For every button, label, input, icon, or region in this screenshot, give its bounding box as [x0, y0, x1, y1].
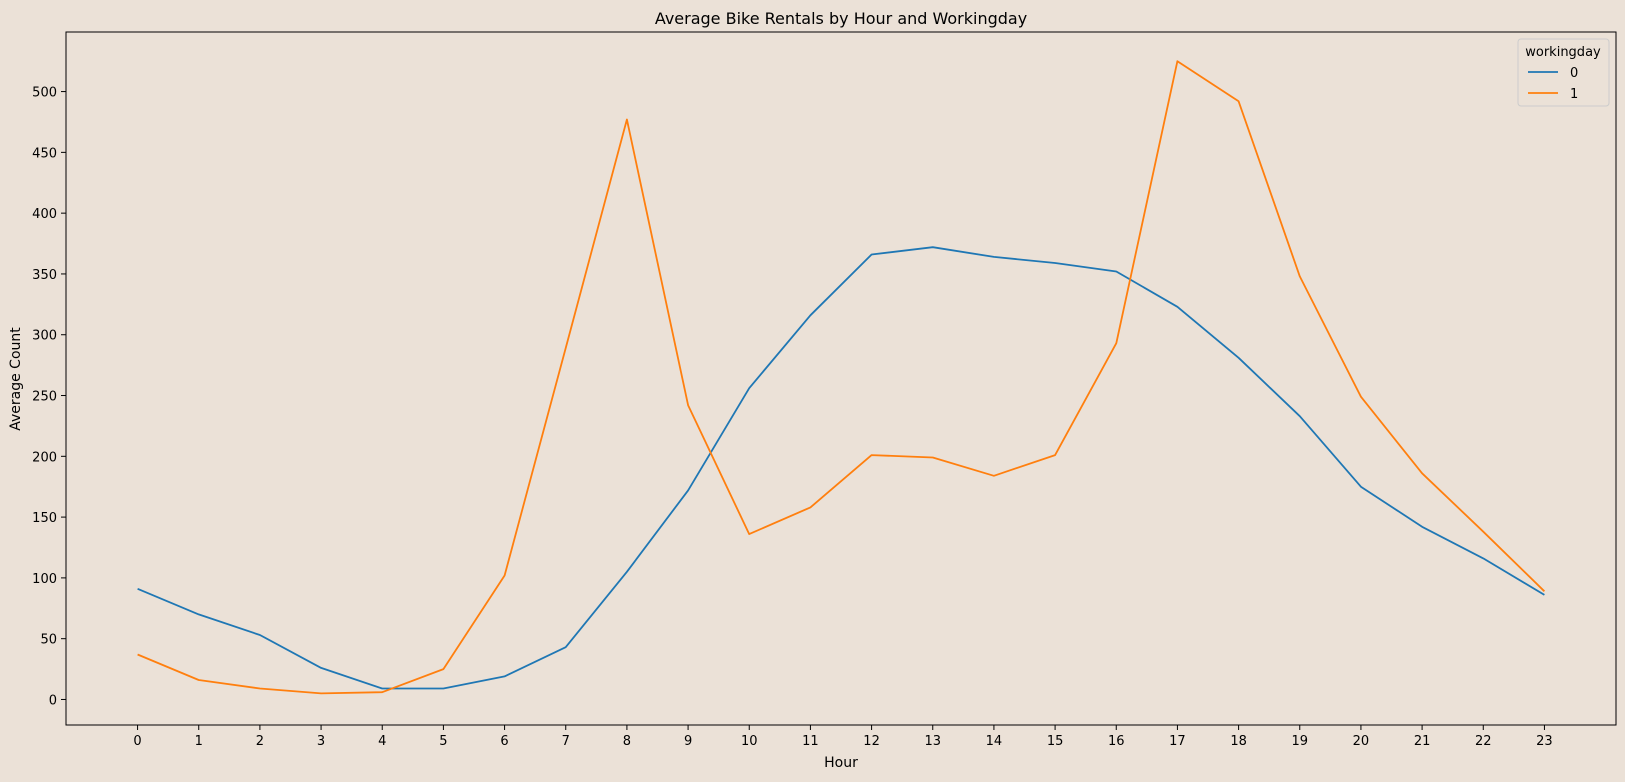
x-tick-label: 9	[684, 734, 692, 749]
legend-box	[1517, 38, 1610, 107]
x-tick-label: 14	[986, 734, 1003, 749]
y-tick-label: 0	[49, 693, 57, 708]
y-axis-ticks: 0 50 100 150 200 250 300 350 400 450 500	[32, 86, 66, 708]
x-tick-label: 11	[802, 734, 819, 749]
y-tick-label: 450	[32, 146, 57, 161]
x-tick-label: 8	[623, 734, 631, 749]
x-tick-label: 20	[1353, 734, 1370, 749]
legend-label-1: 1	[1570, 87, 1578, 102]
x-tick-label: 16	[1108, 734, 1125, 749]
x-tick-label: 5	[439, 734, 447, 749]
legend-title: workingday	[1525, 45, 1601, 60]
y-tick-label: 500	[32, 86, 57, 101]
series-line-1	[137, 60, 1546, 695]
x-tick-label: 10	[741, 734, 758, 749]
y-tick-label: 200	[32, 450, 57, 465]
y-tick-label: 400	[32, 207, 57, 222]
legend-entries: 01	[1528, 66, 1578, 102]
x-tick-label: 22	[1475, 734, 1492, 749]
y-axis-title: Average Count	[8, 327, 24, 431]
x-axis-title: Hour	[824, 755, 858, 771]
y-tick-label: 250	[32, 390, 57, 405]
series-line-0	[137, 246, 1545, 690]
y-tick-label: 150	[32, 511, 57, 526]
x-tick-label: 18	[1230, 734, 1247, 749]
x-tick-label: 15	[1047, 734, 1064, 749]
x-tick-label: 13	[924, 734, 941, 749]
chart-title: Average Bike Rentals by Hour and Working…	[655, 9, 1027, 28]
x-tick-label: 3	[317, 734, 325, 749]
x-tick-label: 0	[133, 734, 141, 749]
legend: workingday 01	[1517, 38, 1610, 107]
x-axis-ticks: 0 1 2 3 4 5 6 7 8 9 10 11 12 13 14 15 16 17 18 19 20 21 22 23	[133, 725, 1553, 749]
plot-area	[65, 31, 1617, 726]
x-tick-label: 21	[1414, 734, 1431, 749]
y-tick-label: 350	[32, 268, 57, 283]
y-tick-label: 100	[32, 572, 57, 587]
series-lines	[137, 60, 1546, 695]
x-tick-label: 19	[1291, 734, 1308, 749]
legend-label-0: 0	[1570, 66, 1578, 81]
x-tick-label: 6	[500, 734, 508, 749]
x-tick-label: 23	[1536, 734, 1553, 749]
x-tick-label: 4	[378, 734, 386, 749]
x-tick-label: 1	[195, 734, 203, 749]
x-tick-label: 2	[256, 734, 264, 749]
y-tick-label: 50	[40, 633, 57, 648]
x-tick-label: 7	[562, 734, 570, 749]
x-tick-label: 17	[1169, 734, 1186, 749]
x-tick-label: 12	[863, 734, 880, 749]
y-tick-label: 300	[32, 329, 57, 344]
